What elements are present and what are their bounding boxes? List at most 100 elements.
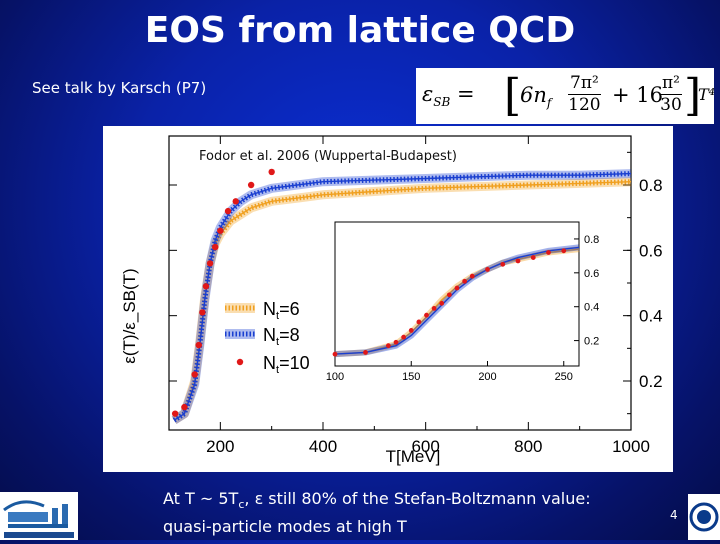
legend-label-rest: =8 xyxy=(279,325,300,345)
formula-frac1-num: 7π² xyxy=(568,73,601,95)
inset-data-point xyxy=(408,328,414,333)
eos-chart: 200 400 600 800 1000 0.2 0.4 0.6 0.8 100 150 200 25… xyxy=(103,126,673,472)
inset-data-point xyxy=(393,339,399,345)
data-point xyxy=(224,207,232,215)
eos-chart-svg: 200 400 600 800 1000 0.2 0.4 0.6 0.8 100 150 200 25… xyxy=(120,135,663,466)
formula-coef: 6nf xyxy=(520,83,551,110)
inset-data-point xyxy=(401,334,407,340)
y-tick-label: 0.4 xyxy=(639,307,663,326)
formula-bracket-left: [ xyxy=(504,70,522,121)
data-point xyxy=(212,243,219,251)
inset-data-point xyxy=(530,255,536,260)
formula-frac2: π² 30 xyxy=(660,73,682,116)
data-point xyxy=(268,168,275,176)
inset-data-point xyxy=(424,312,429,318)
footer-line-1-a: At T ~ 5T xyxy=(163,489,239,508)
legend-label-n: N xyxy=(263,299,276,319)
x-tick-label: 600 xyxy=(411,437,439,456)
formula-equals: = xyxy=(457,82,475,106)
formula-frac1: 7π² 120 xyxy=(568,73,601,116)
inset-data-point xyxy=(500,261,506,267)
data-point xyxy=(232,198,239,205)
inset-data-point xyxy=(454,285,460,291)
slide-title: EOS from lattice QCD xyxy=(144,10,576,51)
inset-data-point xyxy=(439,300,445,306)
inset-data-point xyxy=(416,319,422,325)
formula-plus: + 16 xyxy=(612,83,663,107)
legend-label-1: Nt=8 xyxy=(263,325,300,348)
inset-x-tick-label: 150 xyxy=(402,371,420,383)
legend-label-sub: t xyxy=(276,364,279,376)
formula-rhs: T⁴ xyxy=(698,85,716,104)
y-tick-label: 0.8 xyxy=(639,176,663,195)
berkeley-lab-logo xyxy=(0,492,78,540)
legend-label-sub: t xyxy=(276,336,279,348)
data-point xyxy=(217,227,224,234)
inset-y-tick-label: 0.6 xyxy=(584,268,599,280)
legend-dot xyxy=(236,358,244,366)
legend-label-rest: =6 xyxy=(279,299,300,319)
y-axis-label: ε(T)/ε_SB(T) xyxy=(120,268,139,363)
y-tick-label: 0.2 xyxy=(639,372,663,391)
footer-line-1: At T ~ 5Tc, ε still 80% of the Stefan-Bo… xyxy=(163,488,591,516)
legend-label-0: Nt=6 xyxy=(263,299,300,322)
data-point xyxy=(206,260,214,267)
data-point xyxy=(202,283,210,290)
formula-frac1-den: 120 xyxy=(568,95,601,115)
inset-data-point xyxy=(332,351,338,357)
formula-bracket-right: ] xyxy=(684,70,702,121)
y-tick-label: 0.6 xyxy=(639,241,663,260)
inset-data-point xyxy=(485,267,490,272)
inset-data-point xyxy=(385,343,391,349)
reference-note: See talk by Karsch (P7) xyxy=(32,79,207,97)
inset-frame xyxy=(334,221,580,367)
institution-seal xyxy=(688,494,720,540)
x-tick-label: 1000 xyxy=(612,437,650,456)
data-point xyxy=(195,341,202,349)
x-tick-label: 400 xyxy=(309,437,337,456)
inset-data-point xyxy=(469,273,475,279)
inset-y-tick-label: 0.8 xyxy=(584,234,599,246)
stefan-boltzmann-formula: εSB = [ 6nf 7π² 120 + 16 π² 30 ] T⁴ xyxy=(416,68,716,124)
x-tick-label: 200 xyxy=(206,437,234,456)
inset-x-tick-label: 200 xyxy=(478,371,496,383)
inset-data-point xyxy=(462,278,468,284)
inset-data-point xyxy=(561,248,567,254)
formula-coef-sub: f xyxy=(546,96,552,111)
footer-line-1-sub: c xyxy=(238,498,245,512)
legend-label-n: N xyxy=(263,325,276,345)
footer-text: At T ~ 5Tc, ε still 80% of the Stefan-Bo… xyxy=(163,488,591,538)
data-point xyxy=(247,181,255,189)
x-tick-label: 800 xyxy=(514,437,542,456)
inset-data-point xyxy=(363,350,368,355)
formula-lhs-sub: SB xyxy=(433,95,451,110)
inset-y-tick-label: 0.4 xyxy=(584,302,599,314)
data-point xyxy=(199,309,206,316)
inset-data-point xyxy=(546,250,551,255)
inset-x-tick-label: 250 xyxy=(555,371,573,383)
formula-coef-text: 6n xyxy=(520,83,547,107)
inset-data-point xyxy=(446,292,452,298)
page-number: 4 xyxy=(670,508,678,522)
formula-epsilon: ε xyxy=(422,82,434,106)
inset-y-tick-label: 0.2 xyxy=(584,336,599,348)
legend-label-rest: =10 xyxy=(279,353,310,373)
data-point xyxy=(191,371,198,378)
formula-lhs: εSB = xyxy=(422,82,475,109)
data-point xyxy=(181,403,188,411)
chart-annotation: Fodor et al. 2006 (Wuppertal-Budapest) xyxy=(199,149,457,164)
legend-label-sub: t xyxy=(276,310,279,322)
footer-line-1-b: , ε still 80% of the Stefan-Boltzmann va… xyxy=(244,489,591,508)
inset-data-point xyxy=(431,306,437,311)
inset-background xyxy=(331,216,615,384)
series-line-1 xyxy=(173,172,632,421)
formula-frac2-den: 30 xyxy=(660,95,682,115)
legend-label-n: N xyxy=(263,353,276,373)
data-point xyxy=(171,410,179,417)
footer-line-2: quasi-particle modes at high T xyxy=(163,517,407,537)
inset-data-point xyxy=(515,258,521,264)
legend-label-2: Nt=10 xyxy=(263,353,310,376)
inset-x-tick-label: 100 xyxy=(326,371,344,383)
x-axis-label: T[MeV] xyxy=(386,447,441,466)
formula-frac2-num: π² xyxy=(660,73,682,95)
